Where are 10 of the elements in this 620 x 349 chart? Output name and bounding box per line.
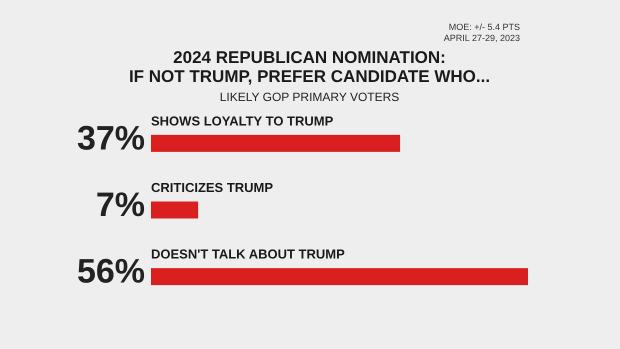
- y-tick-label: SHOWS LOYALTY TO TRUMP: [151, 113, 334, 128]
- data-label: 56%: [76, 252, 145, 291]
- chart-subtitle: LIKELY GOP PRIMARY VOTERS: [220, 90, 400, 104]
- chart-title: 2024 REPUBLICAN NOMINATION: IF NOT TRUMP, PREFER CANDIDATE WHO...: [128, 48, 490, 86]
- data-label: 7%: [96, 186, 145, 224]
- y-tick-label: CRITICIZES TRUMP: [151, 180, 274, 195]
- data-label: 37%: [76, 119, 145, 158]
- text: APRIL 27-29, 2023: [444, 33, 520, 44]
- text: MOE: +/- 5.4 PTS: [448, 22, 520, 33]
- y-tick-label: DOESN'T TALK ABOUT TRUMP: [151, 246, 346, 262]
